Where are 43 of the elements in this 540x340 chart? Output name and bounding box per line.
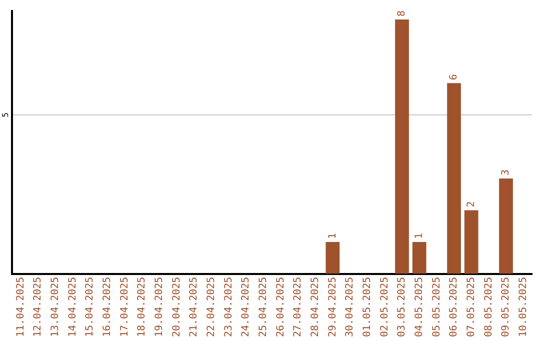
- x-tick-label: 24.04.2025: [240, 276, 252, 338]
- x-tick-label: 23.04.2025: [223, 276, 234, 338]
- x-tick-label: 28.04.2025: [310, 276, 321, 338]
- x-tick-label: 12.04.2025: [32, 276, 44, 338]
- x-tick-label: 11.04.2025: [15, 276, 26, 338]
- bar: [395, 20, 409, 274]
- x-tick-label: 15.04.2025: [84, 276, 96, 338]
- x-tick-label: 22.04.2025: [206, 276, 217, 338]
- x-tick-label: 09.05.2025: [500, 276, 512, 338]
- x-tick-label: 07.05.2025: [466, 276, 477, 338]
- x-tick-label: 27.04.2025: [292, 276, 304, 338]
- x-tick-label: 01.05.2025: [362, 276, 373, 338]
- data-label: 1: [414, 232, 425, 240]
- bar: [326, 242, 340, 274]
- bar: [412, 242, 426, 274]
- x-tick-label: 03.05.2025: [396, 276, 408, 338]
- x-tick-label: 17.04.2025: [119, 276, 130, 338]
- x-tick-label: 29.04.2025: [327, 276, 338, 338]
- bar: [499, 178, 513, 274]
- data-label: 3: [500, 169, 512, 176]
- x-tick-label: 04.05.2025: [414, 276, 425, 338]
- x-tick-label: 14.04.2025: [67, 276, 78, 338]
- data-label: 6: [448, 74, 460, 80]
- x-tick-label: 02.05.2025: [379, 276, 390, 338]
- x-tick-label: 16.04.2025: [102, 276, 113, 338]
- data-label: 1: [327, 232, 338, 240]
- x-tick-label: 13.04.2025: [50, 276, 61, 338]
- ref-line-label: 5: [1, 112, 10, 118]
- x-tick-label: 19.04.2025: [154, 276, 165, 338]
- x-tick-label: 08.05.2025: [483, 276, 494, 338]
- x-tick-label: 05.05.2025: [431, 276, 442, 338]
- bar: [447, 83, 461, 274]
- data-label: 2: [466, 201, 477, 208]
- x-tick-label: 18.04.2025: [136, 276, 148, 338]
- bar: [464, 210, 478, 274]
- x-tick-label: 06.05.2025: [448, 276, 460, 338]
- x-tick-label: 20.04.2025: [171, 276, 182, 338]
- data-label: 8: [396, 10, 408, 17]
- x-tick-label: 26.04.2025: [275, 276, 286, 338]
- x-tick-label: 10.05.2025: [518, 276, 529, 338]
- x-tick-label: 25.04.2025: [258, 276, 269, 338]
- x-tick-label: 30.04.2025: [344, 276, 356, 338]
- x-tick-label: 21.04.2025: [188, 276, 200, 338]
